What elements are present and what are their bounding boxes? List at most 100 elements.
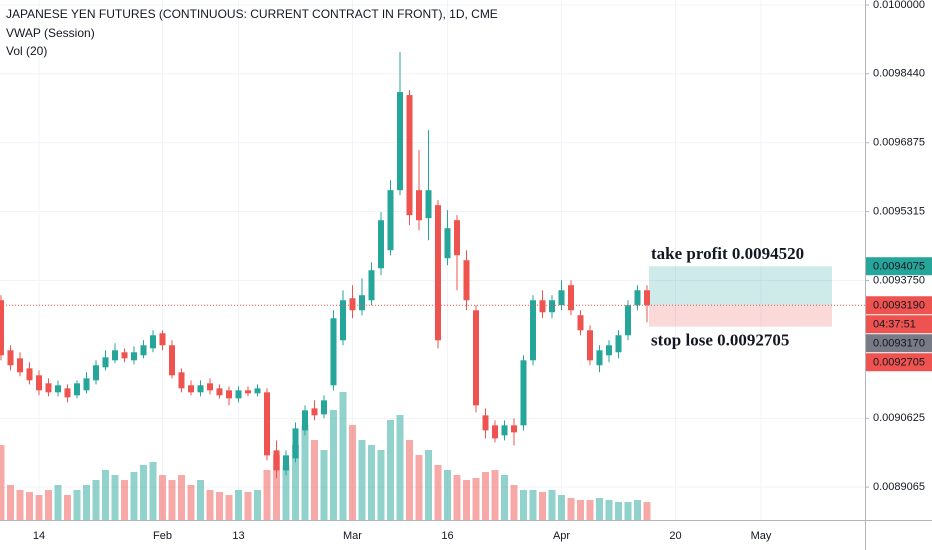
x-tick-label: May — [751, 530, 772, 542]
volume-bar — [73, 490, 81, 520]
candle-body — [587, 330, 593, 361]
x-tick-label: Apr — [553, 530, 570, 542]
volume-bar — [558, 495, 565, 520]
candle-body — [539, 300, 546, 313]
candle-body — [596, 350, 603, 366]
candle-body — [359, 295, 365, 311]
volume-bar — [358, 440, 366, 520]
volume-bar — [16, 490, 24, 520]
volume-bar — [539, 492, 546, 520]
volume-bar — [501, 475, 508, 520]
volume-bar — [35, 495, 43, 520]
volume-bar — [244, 492, 252, 520]
candle-body — [463, 260, 470, 301]
candle-body — [36, 375, 42, 391]
volume-bar — [415, 455, 423, 520]
candle-body — [178, 372, 185, 389]
volume-bar — [282, 465, 290, 520]
candle-body — [169, 345, 175, 376]
volume-bar — [121, 480, 128, 520]
volume-bar — [45, 490, 52, 520]
candle-layer — [0, 52, 865, 479]
candle-body — [74, 383, 80, 396]
volume-bar — [102, 470, 109, 520]
candle-body — [245, 390, 251, 394]
candle-body — [644, 290, 650, 306]
candle-body — [634, 290, 641, 306]
candle-body — [226, 390, 232, 399]
volume-bar — [577, 500, 584, 520]
volume-bar — [472, 478, 480, 520]
loss-zone — [649, 305, 832, 327]
candle-body — [283, 455, 289, 471]
x-tick-label: Feb — [153, 530, 172, 542]
volume-bar — [92, 480, 100, 520]
candle-body — [625, 305, 631, 336]
candle-body — [26, 368, 33, 381]
volume-bar — [149, 462, 157, 520]
price-badge-label: 0.0093190 — [873, 300, 925, 312]
candle-body — [577, 315, 584, 331]
y-tick-label: 0.0095315 — [873, 205, 925, 217]
volume-bar — [178, 475, 185, 520]
volume-bar — [368, 445, 375, 520]
x-tick-label: 13 — [232, 530, 244, 542]
volume-bar — [615, 502, 622, 520]
volume-bar — [83, 485, 90, 520]
y-tick-label: 0.0093750 — [873, 274, 925, 286]
indicator-label: VWAP (Session) — [6, 26, 95, 40]
candle-body — [311, 408, 318, 416]
candle-body — [454, 220, 460, 256]
volume-bar — [586, 500, 594, 520]
candle-body — [112, 350, 118, 361]
y-tick-label: 0.0096875 — [873, 137, 925, 149]
candle-body — [121, 352, 128, 359]
candle-body — [406, 95, 413, 216]
volume-layer — [0, 392, 651, 520]
candle-body — [568, 285, 574, 311]
candle-body — [397, 92, 403, 191]
candle-body — [492, 425, 498, 439]
candle-body — [511, 425, 517, 433]
volume-bar — [491, 470, 499, 520]
volume-bar — [320, 450, 328, 520]
volume-bar — [225, 495, 233, 520]
indicator-label: Vol (20) — [6, 44, 47, 58]
candle-body — [321, 400, 327, 415]
candle-body — [378, 220, 384, 269]
volume-bar — [510, 485, 518, 520]
candle-body — [530, 300, 536, 361]
candle-body — [64, 388, 71, 398]
price-badge — [866, 296, 932, 315]
candle-body — [606, 345, 612, 356]
candle-body — [102, 357, 109, 368]
candle-body — [264, 392, 270, 456]
chart-title: JAPANESE YEN FUTURES (CONTINUOUS: CURREN… — [6, 7, 498, 21]
take-profit-label: take profit 0.0094520 — [651, 244, 804, 263]
stop-loss-label: stop lose 0.0092705 — [651, 331, 789, 350]
volume-bar — [235, 490, 242, 520]
candle-body — [254, 388, 261, 394]
volume-bar — [434, 465, 442, 520]
candle-body — [93, 365, 99, 381]
candle-body — [235, 390, 242, 399]
volume-bar — [64, 495, 71, 520]
price-badge-label: 0.0094075 — [873, 261, 925, 273]
candle-body — [45, 383, 52, 393]
price-badge — [866, 257, 932, 276]
candle-body — [349, 298, 356, 311]
candle-body — [416, 190, 422, 221]
candle-body — [7, 350, 14, 366]
volume-bar — [7, 485, 14, 520]
profit-zone — [649, 266, 832, 306]
volume-bar — [254, 490, 261, 520]
price-badge-label: 0.0092705 — [873, 357, 925, 369]
candle-body — [302, 410, 308, 431]
price-badge — [866, 353, 932, 372]
y-tick-label: 0.0089065 — [873, 481, 925, 493]
volume-bar — [263, 470, 271, 520]
price-badge-label: 0.0093170 — [873, 338, 925, 350]
volume-bar — [520, 490, 527, 520]
candle-body — [501, 425, 508, 436]
